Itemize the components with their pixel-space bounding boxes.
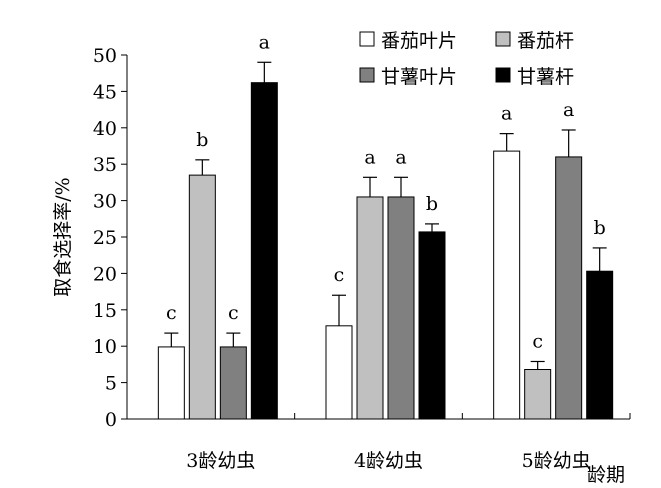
bar — [356, 196, 384, 420]
significance-letter: c — [228, 302, 239, 324]
legend-label: 甘薯杆 — [517, 66, 574, 88]
x-axis-label: 龄期 — [587, 464, 625, 486]
y-tick-label: 45 — [93, 81, 117, 103]
significance-letter: a — [364, 146, 375, 168]
axes: 0 5 10 15 20 25 30 35 40 45 50 3龄幼虫 4龄幼虫 5龄幼虫 — [93, 45, 631, 472]
significance-letter: c — [166, 302, 177, 324]
significance-letter: a — [563, 99, 574, 121]
y-tick-label: 5 — [105, 373, 117, 395]
y-tick-label: 30 — [93, 191, 117, 213]
x-tick-label: 4龄幼虫 — [354, 450, 423, 472]
bar — [188, 174, 216, 420]
y-tick-label: 10 — [93, 336, 117, 358]
significance-letter: a — [501, 103, 512, 125]
bar — [325, 325, 353, 420]
significance-letter: c — [334, 264, 345, 286]
significance-letter: a — [395, 146, 406, 168]
bar — [387, 196, 415, 420]
x-tick-label: 5龄幼虫 — [522, 450, 591, 472]
legend-label: 甘薯叶片 — [381, 66, 457, 88]
legend-swatch — [359, 31, 375, 47]
y-tick-label: 40 — [93, 118, 117, 140]
y-tick-label: 20 — [93, 263, 117, 285]
legend-swatch — [359, 67, 375, 83]
bar — [418, 231, 446, 420]
y-tick-label: 15 — [93, 300, 117, 322]
legend-swatch — [495, 67, 511, 83]
y-tick-label: 25 — [93, 227, 117, 249]
significance-letter: b — [196, 129, 208, 151]
bar — [219, 346, 247, 420]
bar — [555, 156, 583, 420]
legend-swatch — [495, 31, 511, 47]
bar — [157, 346, 185, 420]
significance-letter: a — [259, 31, 270, 53]
bar — [250, 82, 278, 420]
bar — [586, 270, 614, 420]
significance-letter: b — [594, 217, 606, 239]
bars — [157, 82, 614, 420]
bar — [493, 150, 521, 420]
legend-label: 番茄杆 — [517, 30, 574, 52]
error-bars — [164, 61, 607, 370]
x-tick-label: 3龄幼虫 — [186, 450, 255, 472]
legend-label: 番茄叶片 — [381, 30, 457, 52]
y-tick-label: 35 — [93, 154, 117, 176]
bar — [524, 368, 552, 420]
significance-letter: b — [426, 193, 438, 215]
significance-letter: c — [532, 330, 543, 352]
y-tick-label: 0 — [105, 409, 117, 431]
y-axis-label: 取食选择率/% — [52, 177, 74, 296]
y-tick-label: 50 — [93, 45, 117, 67]
